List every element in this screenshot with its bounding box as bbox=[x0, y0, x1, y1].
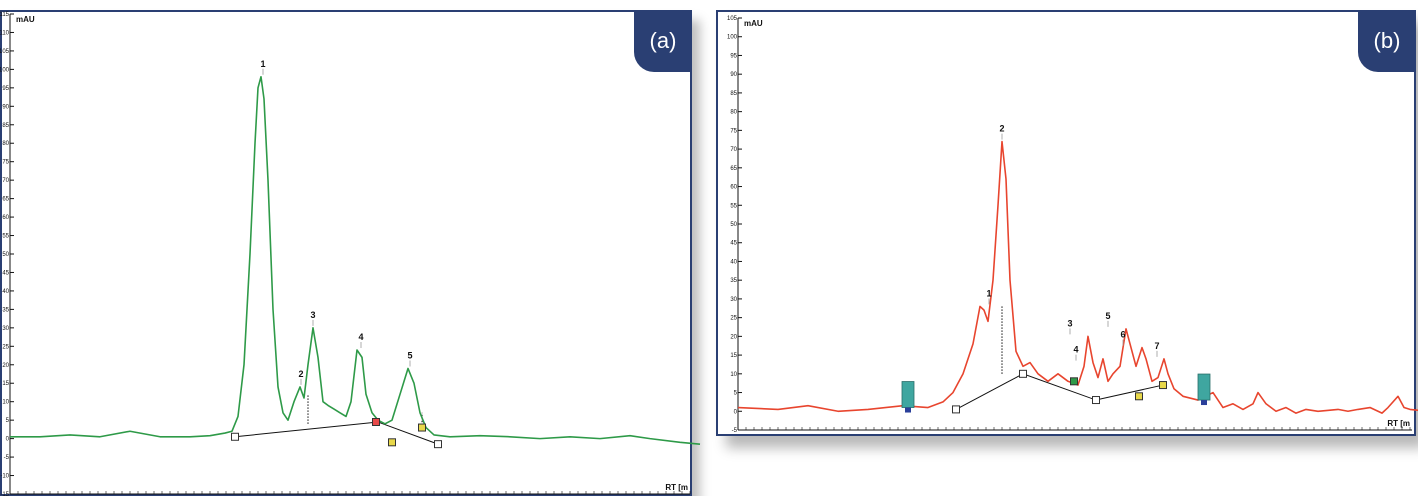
peak-label: 6 bbox=[1120, 330, 1125, 340]
peak-boundary-marker bbox=[231, 432, 239, 441]
y-tick-label: 30 bbox=[730, 297, 737, 303]
y-tick-label: 25 bbox=[730, 316, 737, 322]
y-tick-label: 5 bbox=[6, 418, 10, 424]
peak-boundary-marker bbox=[418, 423, 426, 432]
y-tick-label: 10 bbox=[2, 400, 9, 406]
y-tick-label: 85 bbox=[730, 91, 737, 97]
y-tick-label: 95 bbox=[2, 86, 9, 92]
y-tick-label: 80 bbox=[2, 141, 9, 147]
region-marker-foot bbox=[1201, 400, 1207, 406]
x-axis-label: RT [m bbox=[665, 483, 688, 492]
y-tick-label: 0 bbox=[6, 437, 10, 443]
y-tick-label: 70 bbox=[730, 147, 737, 153]
y-tick-label: 40 bbox=[730, 259, 737, 265]
y-tick-label: 100 bbox=[727, 35, 738, 41]
y-tick-label: -10 bbox=[0, 474, 9, 480]
peak-label: 7 bbox=[1154, 341, 1159, 351]
chromatogram-trace bbox=[10, 75, 701, 445]
peak-boundary-marker bbox=[1019, 369, 1027, 378]
y-tick-label: 55 bbox=[730, 203, 737, 209]
y-tick-label: 60 bbox=[730, 185, 737, 191]
peak-label: 1 bbox=[986, 288, 991, 298]
peak-boundary-marker bbox=[952, 405, 960, 414]
y-tick-label: 45 bbox=[2, 270, 9, 276]
peak-boundary-marker bbox=[1070, 377, 1078, 386]
peak-boundary-marker bbox=[1135, 392, 1143, 401]
y-tick-label: 65 bbox=[730, 166, 737, 172]
y-tick-label: 105 bbox=[727, 16, 738, 22]
y-tick-label: 50 bbox=[2, 252, 9, 258]
y-tick-label: 105 bbox=[0, 49, 10, 55]
region-marker-foot bbox=[905, 407, 911, 413]
y-tick-label: 20 bbox=[730, 334, 737, 340]
y-tick-label: 75 bbox=[730, 128, 737, 134]
integration-baseline bbox=[234, 421, 439, 445]
y-tick-label: 75 bbox=[2, 160, 9, 166]
peak-label: 3 bbox=[310, 310, 315, 320]
region-marker bbox=[1197, 373, 1211, 401]
y-tick-label: 55 bbox=[2, 234, 9, 240]
y-tick-label: 100 bbox=[0, 67, 10, 73]
peak-boundary-marker bbox=[434, 440, 442, 449]
y-tick-label: 95 bbox=[730, 53, 737, 59]
y-tick-label: 5 bbox=[734, 391, 738, 397]
peak-label: 4 bbox=[358, 332, 363, 342]
y-tick-label: 15 bbox=[730, 353, 737, 359]
chromatogram-a-plot: -15-10-505101520253035404550556065707580… bbox=[0, 12, 701, 496]
y-tick-label: 30 bbox=[2, 326, 9, 332]
y-tick-label: 115 bbox=[0, 12, 10, 18]
y-tick-label: -5 bbox=[732, 428, 738, 434]
y-tick-label: 65 bbox=[2, 197, 9, 203]
y-tick-label: 35 bbox=[730, 278, 737, 284]
peak-label: 4 bbox=[1073, 345, 1078, 355]
peak-label: 2 bbox=[298, 369, 303, 379]
peak-label: 3 bbox=[1067, 318, 1072, 328]
y-tick-label: 90 bbox=[730, 72, 737, 78]
x-axis-label: RT [m bbox=[1387, 419, 1410, 428]
y-axis-label: mAU bbox=[744, 19, 763, 28]
peak-label: 2 bbox=[999, 124, 1004, 134]
y-tick-label: 85 bbox=[2, 123, 9, 129]
y-tick-label: 60 bbox=[2, 215, 9, 221]
peak-boundary-marker bbox=[1092, 396, 1100, 405]
y-tick-label: 20 bbox=[2, 363, 9, 369]
y-tick-label: 0 bbox=[734, 409, 738, 415]
region-marker bbox=[901, 381, 915, 408]
y-tick-label: 110 bbox=[0, 30, 10, 36]
y-tick-label: -15 bbox=[0, 492, 9, 496]
integration-baseline bbox=[955, 373, 1164, 410]
peak-label: 5 bbox=[407, 350, 412, 360]
chromatogram-panel-b: -5 0 5 10 15 20 25 30 35 40 45 50 55 60 65 70 75 80 85 90 95… bbox=[716, 10, 1418, 436]
y-tick-label: 10 bbox=[730, 372, 737, 378]
y-axis-label: mAU bbox=[16, 15, 35, 24]
peak-boundary-marker bbox=[388, 438, 396, 447]
chromatogram-b-plot: -505101520253035404550556065707580859095… bbox=[727, 16, 1418, 434]
y-tick-label: 90 bbox=[2, 104, 9, 110]
chromatogram-panel-a: -15 -10 -5 0 5 10 15 20 25 30 35 40 45 50 55 60 65 70 75 80… bbox=[0, 10, 701, 496]
y-tick-label: 80 bbox=[730, 110, 737, 116]
peak-boundary-marker bbox=[1159, 381, 1167, 390]
y-tick-label: 50 bbox=[730, 222, 737, 228]
chromatogram-trace bbox=[737, 140, 1418, 414]
y-tick-label: 25 bbox=[2, 344, 9, 350]
y-tick-label: 40 bbox=[2, 289, 9, 295]
y-tick-label: 35 bbox=[2, 307, 9, 313]
panel-label-a: (a) bbox=[634, 10, 692, 72]
panel-label-b: (b) bbox=[1358, 10, 1416, 72]
peak-label: 1 bbox=[260, 59, 265, 69]
peak-label: 5 bbox=[1105, 311, 1110, 321]
y-tick-label: 70 bbox=[2, 178, 9, 184]
y-tick-label: 45 bbox=[730, 241, 737, 247]
y-tick-label: 15 bbox=[2, 381, 9, 387]
y-tick-label: -5 bbox=[4, 455, 10, 461]
peak-boundary-marker bbox=[372, 418, 380, 426]
